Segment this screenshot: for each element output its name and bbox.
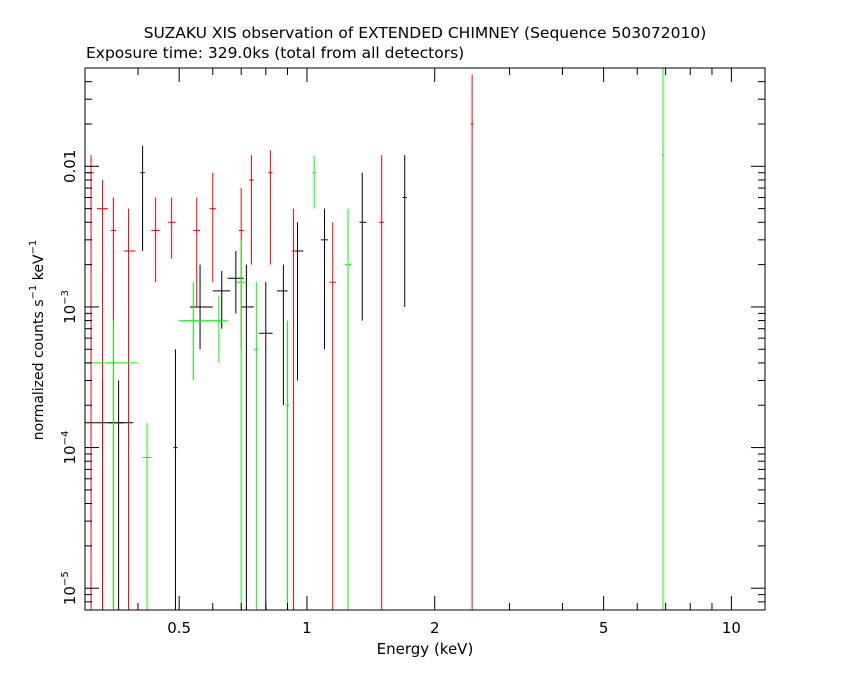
x-tick-label: 10 <box>722 619 741 637</box>
x-tick-label: 1 <box>302 619 312 637</box>
data-point <box>108 380 134 610</box>
chart-subtitle: Exposure time: 329.0ks (total from all d… <box>86 44 464 62</box>
y-tick-label-exponent: −5 <box>60 571 71 586</box>
plot-frame <box>84 67 766 611</box>
data-point <box>85 320 139 610</box>
data-point <box>212 271 231 329</box>
data-point <box>268 150 273 265</box>
data-point <box>359 172 367 321</box>
data-point <box>321 208 328 350</box>
data-point <box>312 155 316 209</box>
x-tick-label: 5 <box>599 619 609 637</box>
data-point <box>379 155 385 610</box>
data-point <box>345 208 351 610</box>
y-tick-label-exponent: −4 <box>60 431 71 446</box>
y-axis-label-main: normalized counts s <box>31 299 47 440</box>
data-point <box>241 264 254 610</box>
y-axis-label-sup2: −1 <box>28 240 39 255</box>
y-tick-label-exponent: −3 <box>60 290 71 305</box>
data-point <box>209 295 228 363</box>
y-tick-label: 10−4 <box>60 431 79 465</box>
data-point <box>470 74 474 610</box>
data-point <box>209 172 216 283</box>
data-point <box>285 320 290 610</box>
data-point <box>167 197 176 259</box>
x-tick-label: 2 <box>430 619 440 637</box>
y-tick-label-base: 10 <box>61 586 79 605</box>
data-point <box>253 282 259 610</box>
data-point <box>123 208 136 610</box>
data-layer <box>85 68 665 610</box>
series-1 <box>88 74 474 610</box>
chart-title: SUZAKU XIS observation of EXTENDED CHIMN… <box>144 24 707 42</box>
data-point <box>179 282 210 381</box>
y-tick-label-base: 10 <box>61 445 79 464</box>
data-point <box>291 208 296 610</box>
y-tick-label: 10−5 <box>60 571 79 605</box>
data-point <box>276 264 288 406</box>
y-tick-label-base: 10 <box>61 305 79 324</box>
data-point <box>140 145 145 251</box>
data-point <box>151 197 160 283</box>
data-point <box>173 349 178 610</box>
data-point <box>258 282 273 610</box>
x-axis-label: Energy (keV) <box>377 640 474 658</box>
data-point <box>661 68 665 610</box>
y-axis-label-sup1: −1 <box>28 285 39 300</box>
y-tick-label-base: 0.01 <box>61 150 79 183</box>
data-point <box>193 197 201 307</box>
y-tick-label: 10−3 <box>60 290 79 324</box>
data-point <box>96 179 109 610</box>
x-tick-label: 0.5 <box>167 619 191 637</box>
data-point <box>402 155 407 307</box>
series-2 <box>85 68 665 610</box>
y-tick-label: 0.01 <box>61 150 79 183</box>
y-axis-label: normalized counts s−1 keV−1 <box>28 240 47 441</box>
data-point <box>142 422 152 610</box>
y-axis-label-mid: keV <box>31 254 47 285</box>
data-point <box>248 155 254 265</box>
data-point <box>329 222 336 610</box>
data-point <box>235 239 247 610</box>
